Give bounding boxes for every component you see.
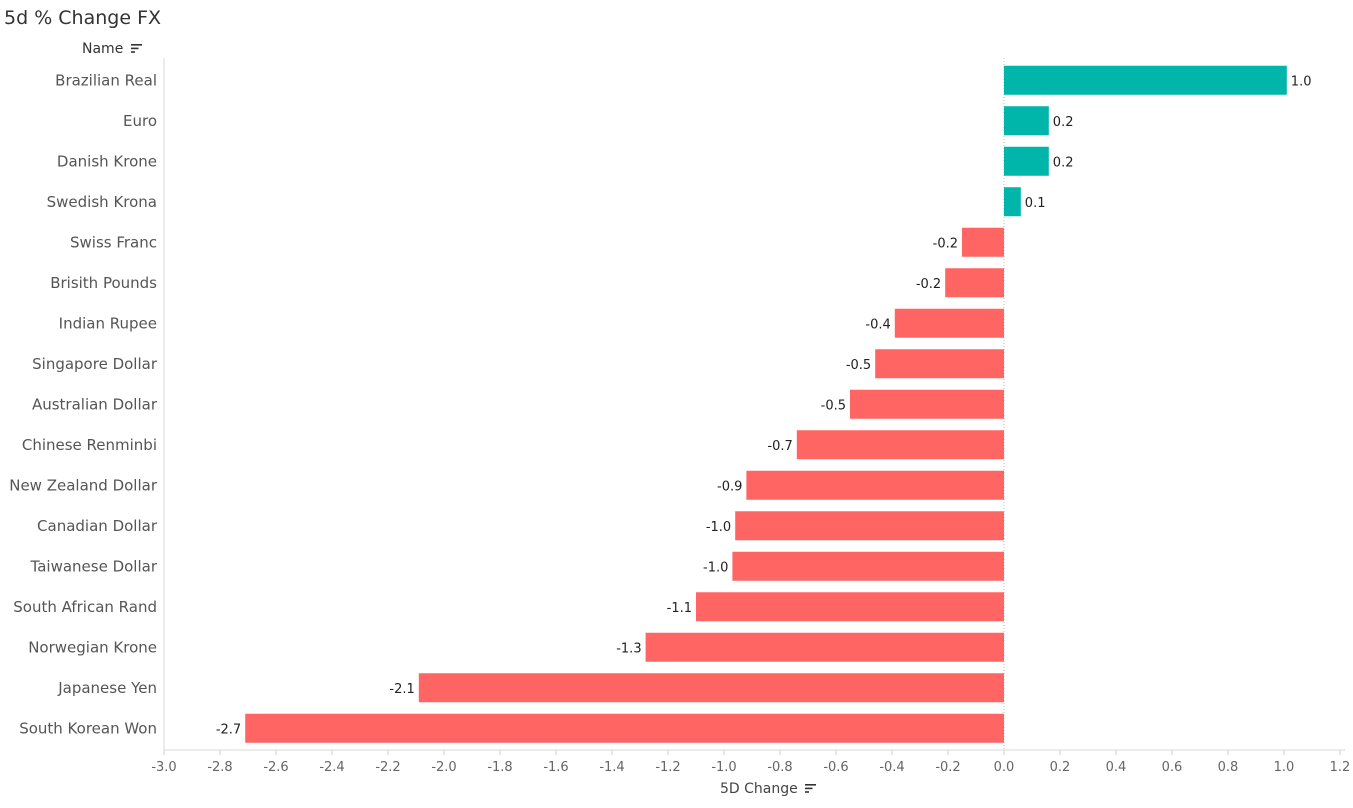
bar[interactable]: [850, 389, 1004, 419]
bar[interactable]: [735, 511, 1004, 541]
bar[interactable]: [732, 551, 1004, 581]
category-label: Norwegian Krone: [28, 638, 157, 656]
data-label: -1.3: [616, 641, 641, 656]
x-tick-label: 0.2: [1050, 760, 1071, 775]
category-label: Singapore Dollar: [32, 355, 158, 373]
x-axis-title[interactable]: 5D Change: [720, 781, 817, 797]
category-label: Brisith Pounds: [50, 274, 157, 292]
x-tick-label: 0.8: [1218, 760, 1239, 775]
data-label: 1.0: [1291, 74, 1312, 89]
x-tick-label: -1.0: [711, 760, 736, 775]
x-tick-label: -1.8: [487, 760, 512, 775]
x-tick-label: -2.0: [431, 760, 456, 775]
data-label: 0.1: [1025, 196, 1046, 211]
x-tick-label: -2.2: [375, 760, 400, 775]
category-label: Swiss Franc: [70, 233, 157, 251]
data-label: -0.2: [933, 236, 958, 251]
x-tick-label: -1.6: [543, 760, 568, 775]
category-label: Japanese Yen: [57, 679, 157, 697]
sort-icon[interactable]: [130, 41, 142, 57]
bar[interactable]: [796, 430, 1004, 460]
data-label: -0.2: [916, 277, 941, 292]
x-tick-label: -0.4: [879, 760, 904, 775]
data-label: 0.2: [1053, 115, 1074, 130]
category-label: Euro: [123, 112, 157, 130]
data-label: -0.4: [865, 317, 890, 332]
bar[interactable]: [245, 713, 1004, 743]
x-tick-label: 0.0: [994, 760, 1015, 775]
bar[interactable]: [696, 592, 1004, 622]
category-label: Canadian Dollar: [37, 517, 158, 535]
category-label: South African Rand: [13, 598, 157, 616]
x-tick-label: -1.2: [655, 760, 680, 775]
x-tick-label: -2.6: [263, 760, 288, 775]
category-label: New Zealand Dollar: [9, 476, 158, 494]
bar[interactable]: [894, 308, 1004, 338]
data-label: -2.1: [389, 682, 414, 697]
name-header-label: Name: [82, 41, 124, 57]
bar[interactable]: [1004, 187, 1021, 217]
category-label: Australian Dollar: [32, 395, 158, 413]
data-label: -1.1: [667, 601, 692, 616]
bar[interactable]: [875, 349, 1004, 379]
data-label: -1.0: [703, 560, 728, 575]
x-tick-label: -3.0: [151, 760, 176, 775]
x-tick-label: 1.2: [1330, 760, 1351, 775]
bar[interactable]: [645, 632, 1004, 662]
x-tick-label: 0.6: [1162, 760, 1183, 775]
name-header[interactable]: Name: [82, 41, 142, 57]
data-label: -0.9: [717, 479, 742, 494]
chart-title: 5d % Change FX: [4, 7, 162, 29]
bar[interactable]: [746, 470, 1004, 500]
x-tick-label: -0.8: [767, 760, 792, 775]
x-tick-label: 1.0: [1274, 760, 1295, 775]
data-label: -2.7: [216, 722, 241, 737]
bar[interactable]: [1004, 106, 1049, 136]
category-label: Swedish Krona: [47, 193, 157, 211]
data-label: 0.2: [1053, 155, 1074, 170]
data-label: -0.5: [846, 358, 871, 373]
category-label: Chinese Renminbi: [22, 436, 157, 454]
data-label: -0.7: [767, 439, 792, 454]
category-label: Indian Rupee: [59, 314, 157, 332]
x-tick-label: 0.4: [1106, 760, 1127, 775]
x-axis-title-label: 5D Change: [720, 781, 798, 797]
data-label: -1.0: [706, 520, 731, 535]
bar[interactable]: [962, 227, 1004, 257]
sort-icon[interactable]: [805, 781, 817, 797]
bar[interactable]: [418, 673, 1004, 703]
bar[interactable]: [1004, 65, 1287, 95]
x-tick-label: -0.2: [935, 760, 960, 775]
category-label: South Korean Won: [19, 719, 157, 737]
x-tick-label: -2.4: [319, 760, 344, 775]
x-tick-label: -1.4: [599, 760, 624, 775]
x-tick-label: -2.8: [207, 760, 232, 775]
bar[interactable]: [1004, 146, 1049, 176]
x-tick-label: -0.6: [823, 760, 848, 775]
category-label: Danish Krone: [57, 152, 157, 170]
data-label: -0.5: [821, 398, 846, 413]
category-label: Taiwanese Dollar: [30, 557, 158, 575]
category-label: Brazilian Real: [55, 71, 157, 89]
bar[interactable]: [945, 268, 1004, 298]
